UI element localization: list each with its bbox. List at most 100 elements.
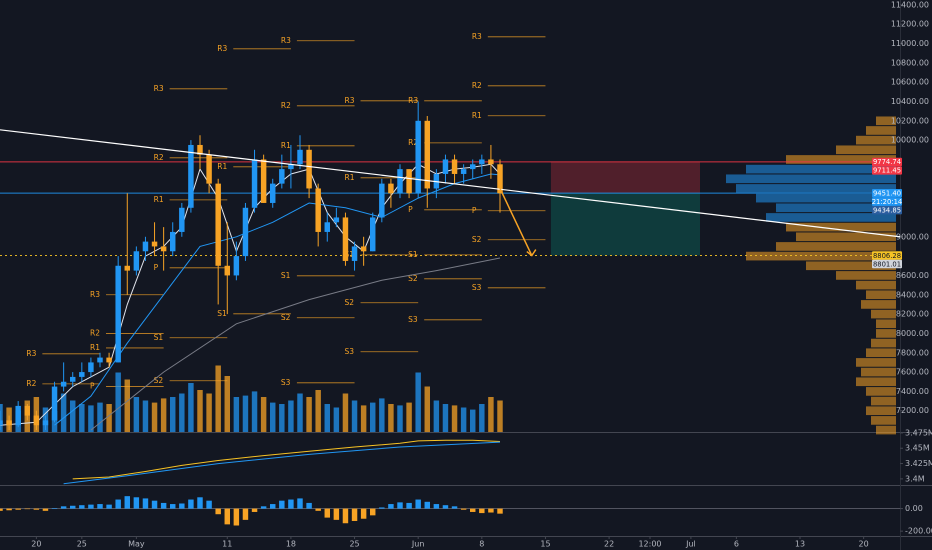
oscillator-bar xyxy=(33,508,40,510)
pivot-label: S3 xyxy=(345,347,355,356)
candle-body xyxy=(170,231,176,252)
volume-profile-bar xyxy=(786,155,896,164)
volume-bar xyxy=(333,407,340,432)
candle-body xyxy=(106,357,112,363)
candle-body xyxy=(424,120,430,189)
candle-body xyxy=(24,405,30,416)
price-label: 21:20:14 xyxy=(872,198,903,206)
volume-profile-bar xyxy=(796,232,896,242)
oscillator-bar xyxy=(79,505,85,509)
candle-body xyxy=(260,159,267,203)
x-tick-label: 8 xyxy=(479,540,484,549)
oscillator-bar xyxy=(497,508,503,514)
oscillator-bar xyxy=(133,497,140,509)
volume-bar xyxy=(288,400,294,432)
volume-profile-bar xyxy=(866,290,896,300)
oscillator-bar xyxy=(324,508,330,518)
moving-average xyxy=(90,257,501,431)
volume-bar xyxy=(424,386,430,432)
oscillator-bar xyxy=(51,508,58,509)
volume-bar xyxy=(0,404,3,432)
volume-bar xyxy=(188,383,194,432)
y-tick-label: 10200.00 xyxy=(891,116,929,125)
pivot-label: R3 xyxy=(345,96,355,105)
volume-profile-bar xyxy=(726,174,896,184)
x-tick-label: Jul xyxy=(685,540,696,549)
oscillator-bar xyxy=(15,508,21,510)
pivot-label: S2 xyxy=(154,376,164,385)
y-tick-label: 3.425M xyxy=(905,459,932,468)
volume-bar xyxy=(433,400,440,432)
candle-body xyxy=(97,357,103,363)
pivot-label: S2 xyxy=(472,235,482,244)
y-tick-label: 0.00 xyxy=(905,504,923,513)
pivot-label: R3 xyxy=(472,32,482,41)
volume-profile-bar xyxy=(776,242,896,251)
oscillator-bar xyxy=(415,499,421,509)
oscillator-bar xyxy=(288,499,294,509)
volume-bar xyxy=(133,397,140,432)
candle-body xyxy=(160,246,167,252)
x-tick-label: 25 xyxy=(77,540,87,549)
y-tick-label: 9000.00 xyxy=(896,232,929,241)
pivot-label: S3 xyxy=(281,378,291,387)
volume-profile-bar xyxy=(786,222,896,232)
oscillator-bar xyxy=(197,497,203,509)
price-label: 9451.40 xyxy=(873,189,901,197)
pivot-label: R1 xyxy=(472,111,482,120)
pivot-label: R3 xyxy=(90,290,100,299)
y-tick-label: 3.4M xyxy=(905,474,925,483)
oscillator-bar xyxy=(379,507,385,509)
volume-profile-bar xyxy=(746,164,896,174)
y-tick-label: 11200.00 xyxy=(891,20,929,29)
pivot-label: R1 xyxy=(90,343,100,352)
pivot-label: R3 xyxy=(26,349,36,358)
volume-bar xyxy=(70,400,76,432)
pivot-label: S3 xyxy=(408,315,418,324)
price-label-box xyxy=(872,259,902,269)
oscillator-bar xyxy=(433,504,440,509)
candle-body xyxy=(79,372,85,377)
oscillator-bar xyxy=(279,500,285,509)
oscillator-bar xyxy=(333,508,340,520)
candle-body xyxy=(333,217,340,223)
volume-profile-bar xyxy=(856,358,896,367)
volume-bar xyxy=(297,393,303,432)
candle-body xyxy=(315,188,321,232)
candle-body xyxy=(415,120,421,194)
volume-bar xyxy=(170,397,176,432)
volume-profile-bar xyxy=(776,203,896,213)
volume-profile-bar xyxy=(861,367,896,377)
pivot-label: S1 xyxy=(345,250,355,259)
candle-body xyxy=(197,144,203,155)
volume-bar xyxy=(160,398,167,432)
volume-bar xyxy=(115,372,121,432)
pivot-label: R1 xyxy=(281,141,291,150)
price-label-box xyxy=(872,188,902,198)
volume-bar xyxy=(233,397,240,432)
volume-bar xyxy=(97,402,103,432)
candle-body xyxy=(151,241,158,247)
pivot-label: P xyxy=(154,263,159,272)
volume-bar xyxy=(379,398,385,432)
oscillator-bar xyxy=(60,506,67,509)
volume-bar xyxy=(351,400,358,432)
candle-body xyxy=(288,164,294,170)
oscillator-bar xyxy=(451,506,458,509)
oscillator-bar xyxy=(188,499,194,509)
y-tick-label: 11400.00 xyxy=(891,0,929,9)
pivot-label: R2 xyxy=(90,328,100,337)
volume-bar xyxy=(442,404,449,432)
oscillator-bar xyxy=(470,508,476,512)
y-tick-label: 8600.00 xyxy=(896,271,929,280)
candle-body xyxy=(142,241,149,252)
candle-body xyxy=(324,222,330,232)
volume-profile-bar xyxy=(866,387,896,396)
indicator-line xyxy=(72,439,501,480)
candle-body xyxy=(442,159,449,174)
volume-bar xyxy=(324,404,330,432)
pivot-label: S3 xyxy=(472,283,482,292)
y-tick-label: 11000.00 xyxy=(891,39,929,48)
oscillator-bar xyxy=(179,503,185,509)
candle-body xyxy=(124,265,130,271)
